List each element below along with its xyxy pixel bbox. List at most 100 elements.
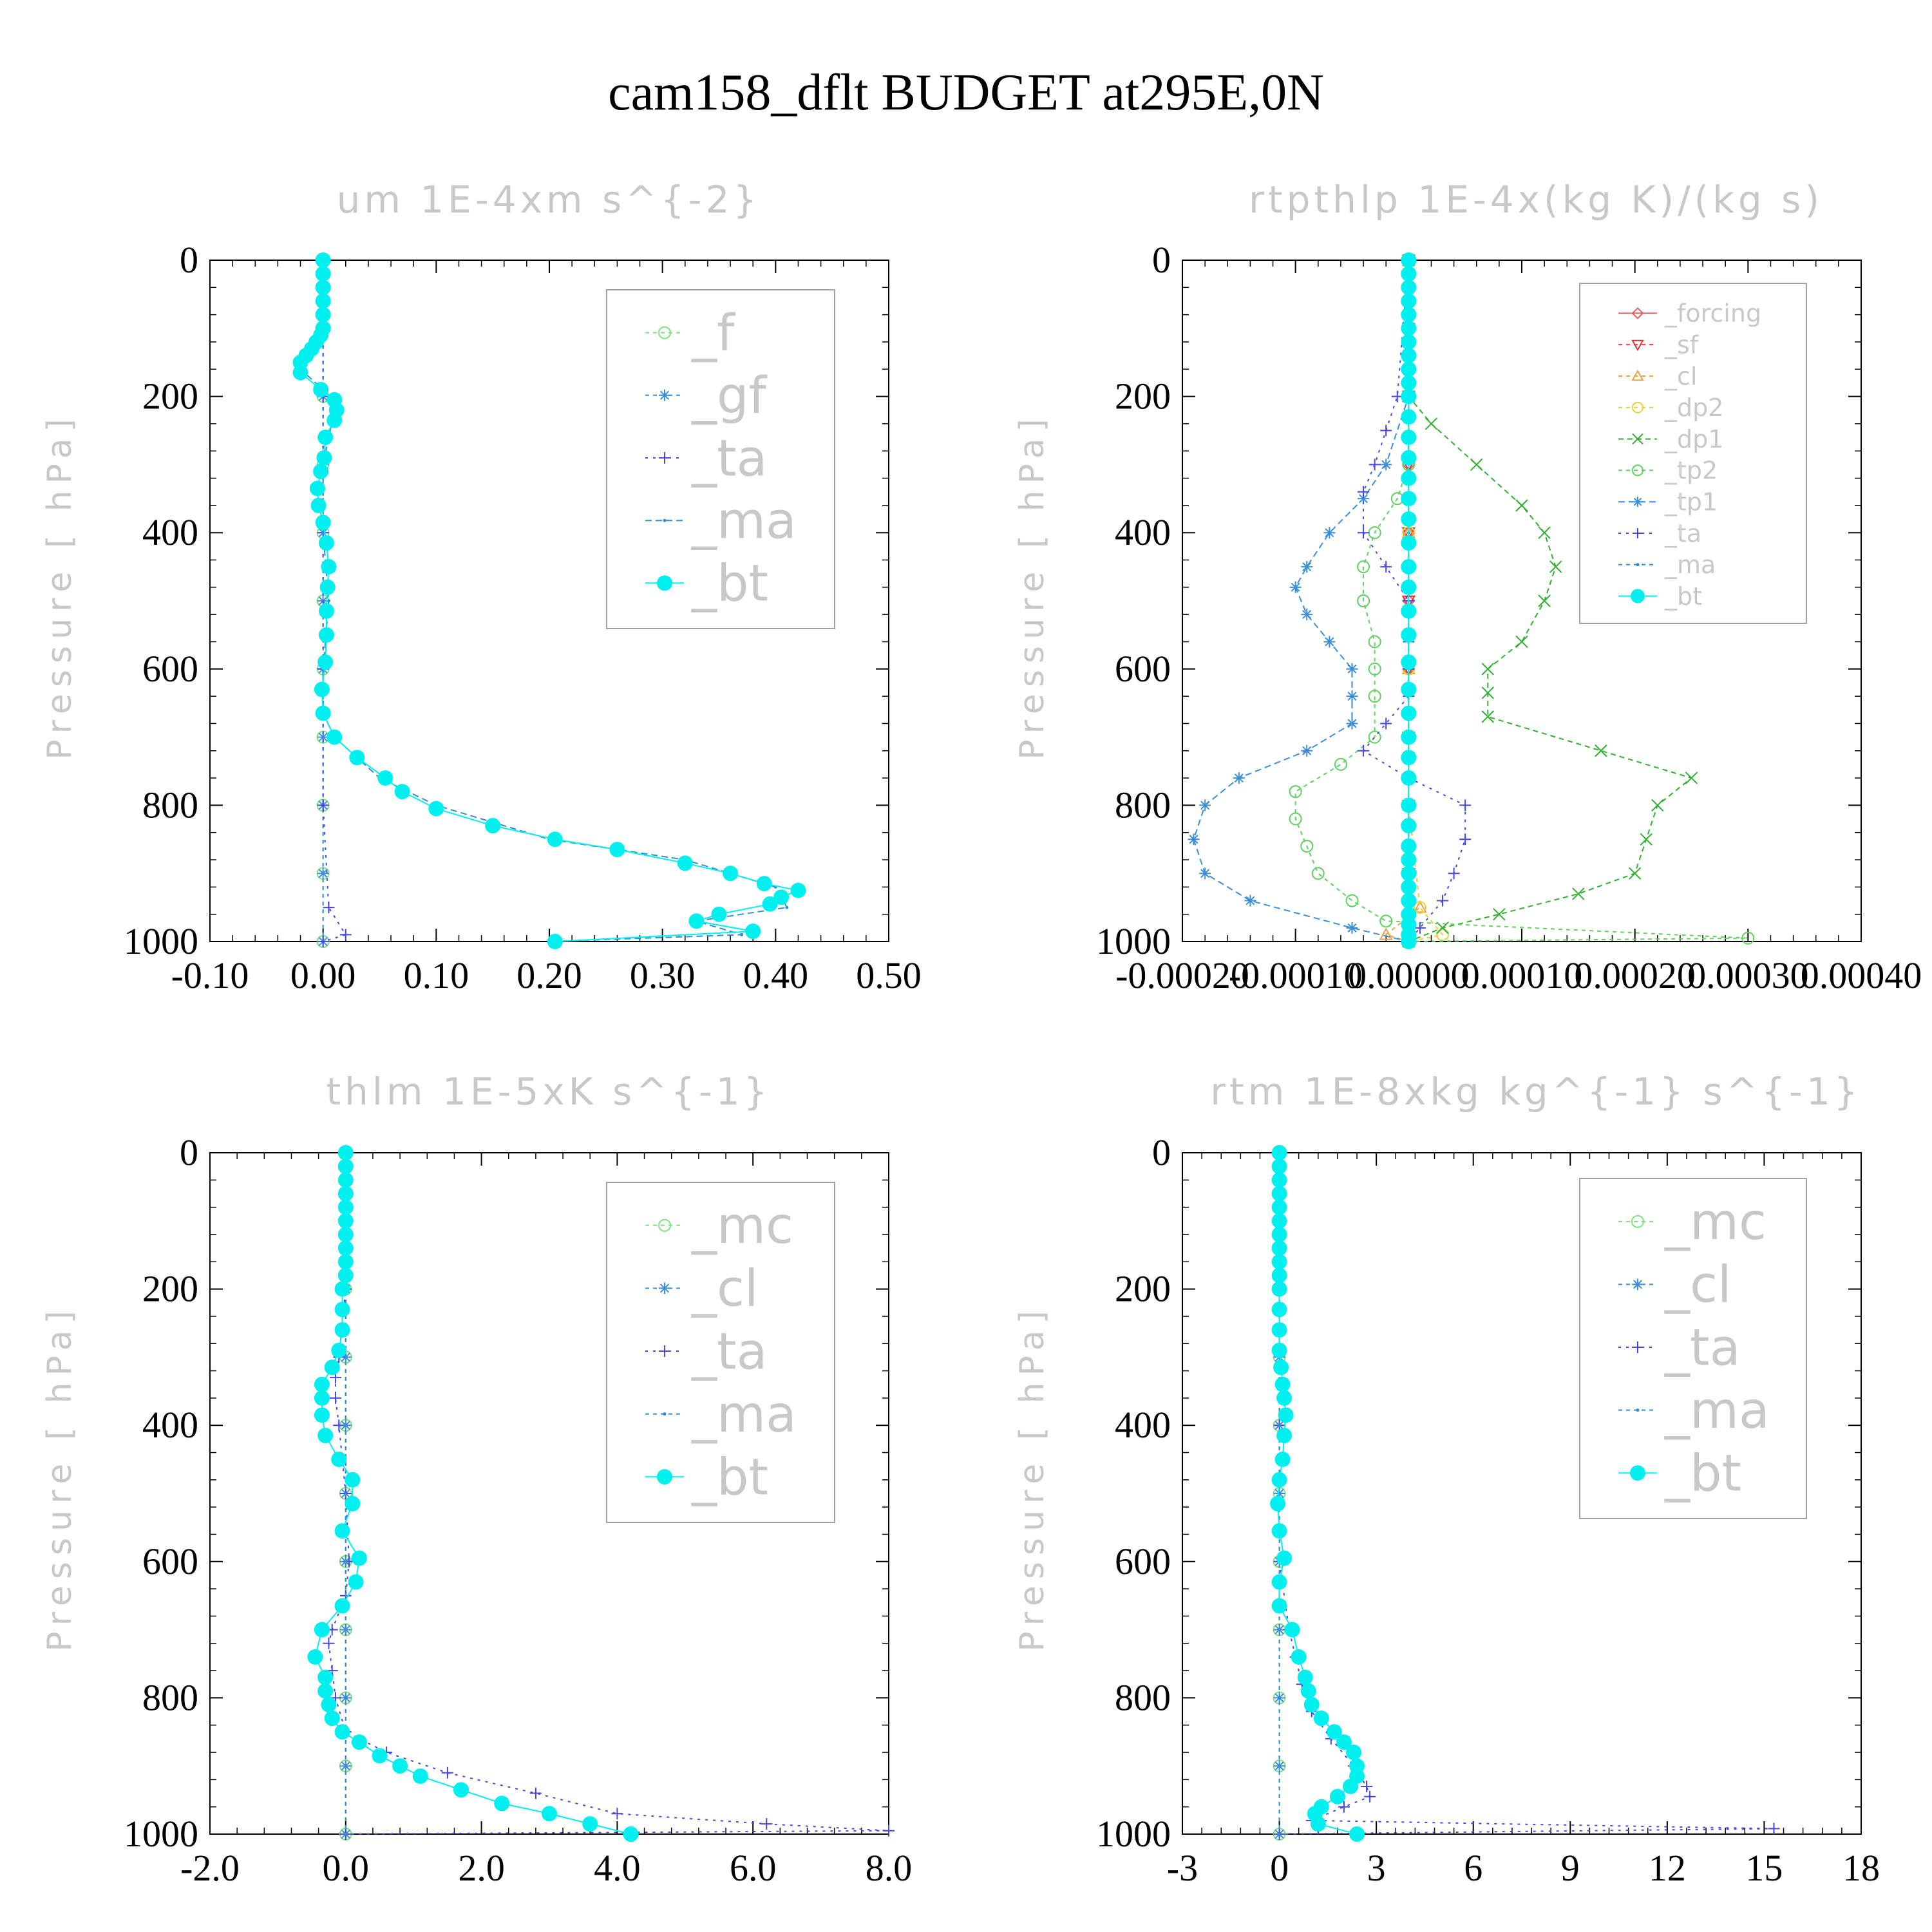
legend-item: _ma [1618,1382,1770,1440]
data-point [349,750,365,766]
legend-label: _dp2 [1664,393,1723,422]
legend-item: _forcing [1618,299,1761,328]
panel-rtm: rtm 1E-8xkg kg^{-1} s^{-1} Pressure [ hP… [1013,1070,1880,1889]
data-point [1289,581,1302,593]
x-tick-label: 0.50 [856,954,922,996]
legend-marker [659,389,670,401]
data-point [1401,266,1417,282]
figure-title: cam158_dflt BUDGET at295E,0N [608,64,1324,121]
data-point [1199,799,1211,811]
data-point [1311,867,1325,880]
legend-label: _cl [1664,362,1697,390]
data-point [1401,559,1417,575]
data-point [1401,852,1417,868]
legend-item: _cl [645,1260,759,1318]
data-point [1401,388,1417,404]
data-point [334,1724,350,1740]
legend-item: _cl [1618,362,1697,390]
data-point [1278,1696,1282,1700]
data-point [317,654,334,670]
data-point [1481,663,1495,676]
data-point [1274,1376,1291,1392]
legend-item: _dp2 [1618,393,1723,422]
data-point [1276,1550,1293,1566]
data-point [1401,797,1417,813]
data-point [318,535,334,551]
data-point [1284,1622,1300,1638]
data-point [1379,914,1393,928]
legend: _f_gf_ta_ma_bt [606,289,835,629]
legend-item: _ta [645,1323,767,1381]
legend-label: _dp1 [1664,425,1723,453]
legend-label: _ma [691,493,797,551]
data-point [317,1669,334,1685]
data-point [1401,511,1417,527]
data-point [1271,1199,1287,1215]
legend-item: _bt [1618,582,1702,611]
legend-marker [659,1282,670,1294]
y-tick-label: 600 [142,648,198,690]
data-point [334,1302,350,1318]
legend-item: _ta [1618,519,1701,547]
data-point [1401,579,1417,595]
x-tick-label: 3 [1367,1847,1386,1889]
data-point [345,1472,361,1488]
y-tick-label: 400 [1115,511,1171,553]
data-point [323,902,335,914]
data-point [1271,1159,1287,1175]
data-point [1326,1724,1342,1740]
data-point [318,627,334,643]
data-point [1273,1359,1289,1376]
data-point [317,1428,334,1444]
data-point [790,882,806,898]
data-point [315,293,331,309]
data-point [1301,609,1313,621]
data-point [623,1826,639,1842]
x-tick-label: 0.20 [516,954,582,996]
data-point [313,463,329,479]
y-tick-label: 800 [142,784,198,826]
data-point [1271,1342,1287,1358]
panel-rtpthlp: rtpthlp 1E-4x(kg K)/(kg s) Pressure [ hP… [1013,178,1922,996]
legend-item: _tp2 [1618,457,1718,485]
legend-label: _mc [691,1197,793,1255]
data-point [1572,887,1585,900]
data-point [1538,526,1551,539]
data-point [1276,1428,1293,1444]
data-point [485,818,501,834]
legend-label: _bt [1664,1445,1741,1503]
x-tick-label: 0.00020 [1574,954,1696,996]
data-point [315,307,331,323]
data-point [314,681,330,697]
data-point [1271,1145,1287,1160]
data-point [1425,417,1438,430]
data-point [1271,1226,1287,1242]
data-point [1273,1624,1285,1636]
legend-item: _ma [1618,551,1716,579]
y-tick-label: 600 [1115,648,1171,690]
legend-item: _cl [1618,1256,1732,1314]
data-point [1515,635,1528,649]
x-tick-label: -0.00010 [1229,954,1363,996]
legend-label: _tp1 [1664,488,1718,516]
data-point [1358,527,1370,539]
data-point [1271,1322,1287,1338]
data-point [329,1392,341,1404]
data-point [1379,927,1393,940]
plot-content: 0 200 400 600 800 1000-0.00020-0.000100.00000… [1096,239,1922,996]
data-point [1459,833,1472,846]
series-tp1 [1188,254,1415,947]
data-point [1368,635,1381,649]
legend-label: _sf [1664,331,1700,359]
legend-label: _ma [691,1386,797,1444]
data-point [762,896,778,912]
data-point [428,800,444,817]
data-point [1271,1172,1287,1188]
data-point [1380,459,1392,471]
data-point [1323,527,1336,539]
data-point [1628,867,1642,880]
data-point [315,279,331,296]
data-point [327,729,343,745]
data-point [334,1523,350,1539]
